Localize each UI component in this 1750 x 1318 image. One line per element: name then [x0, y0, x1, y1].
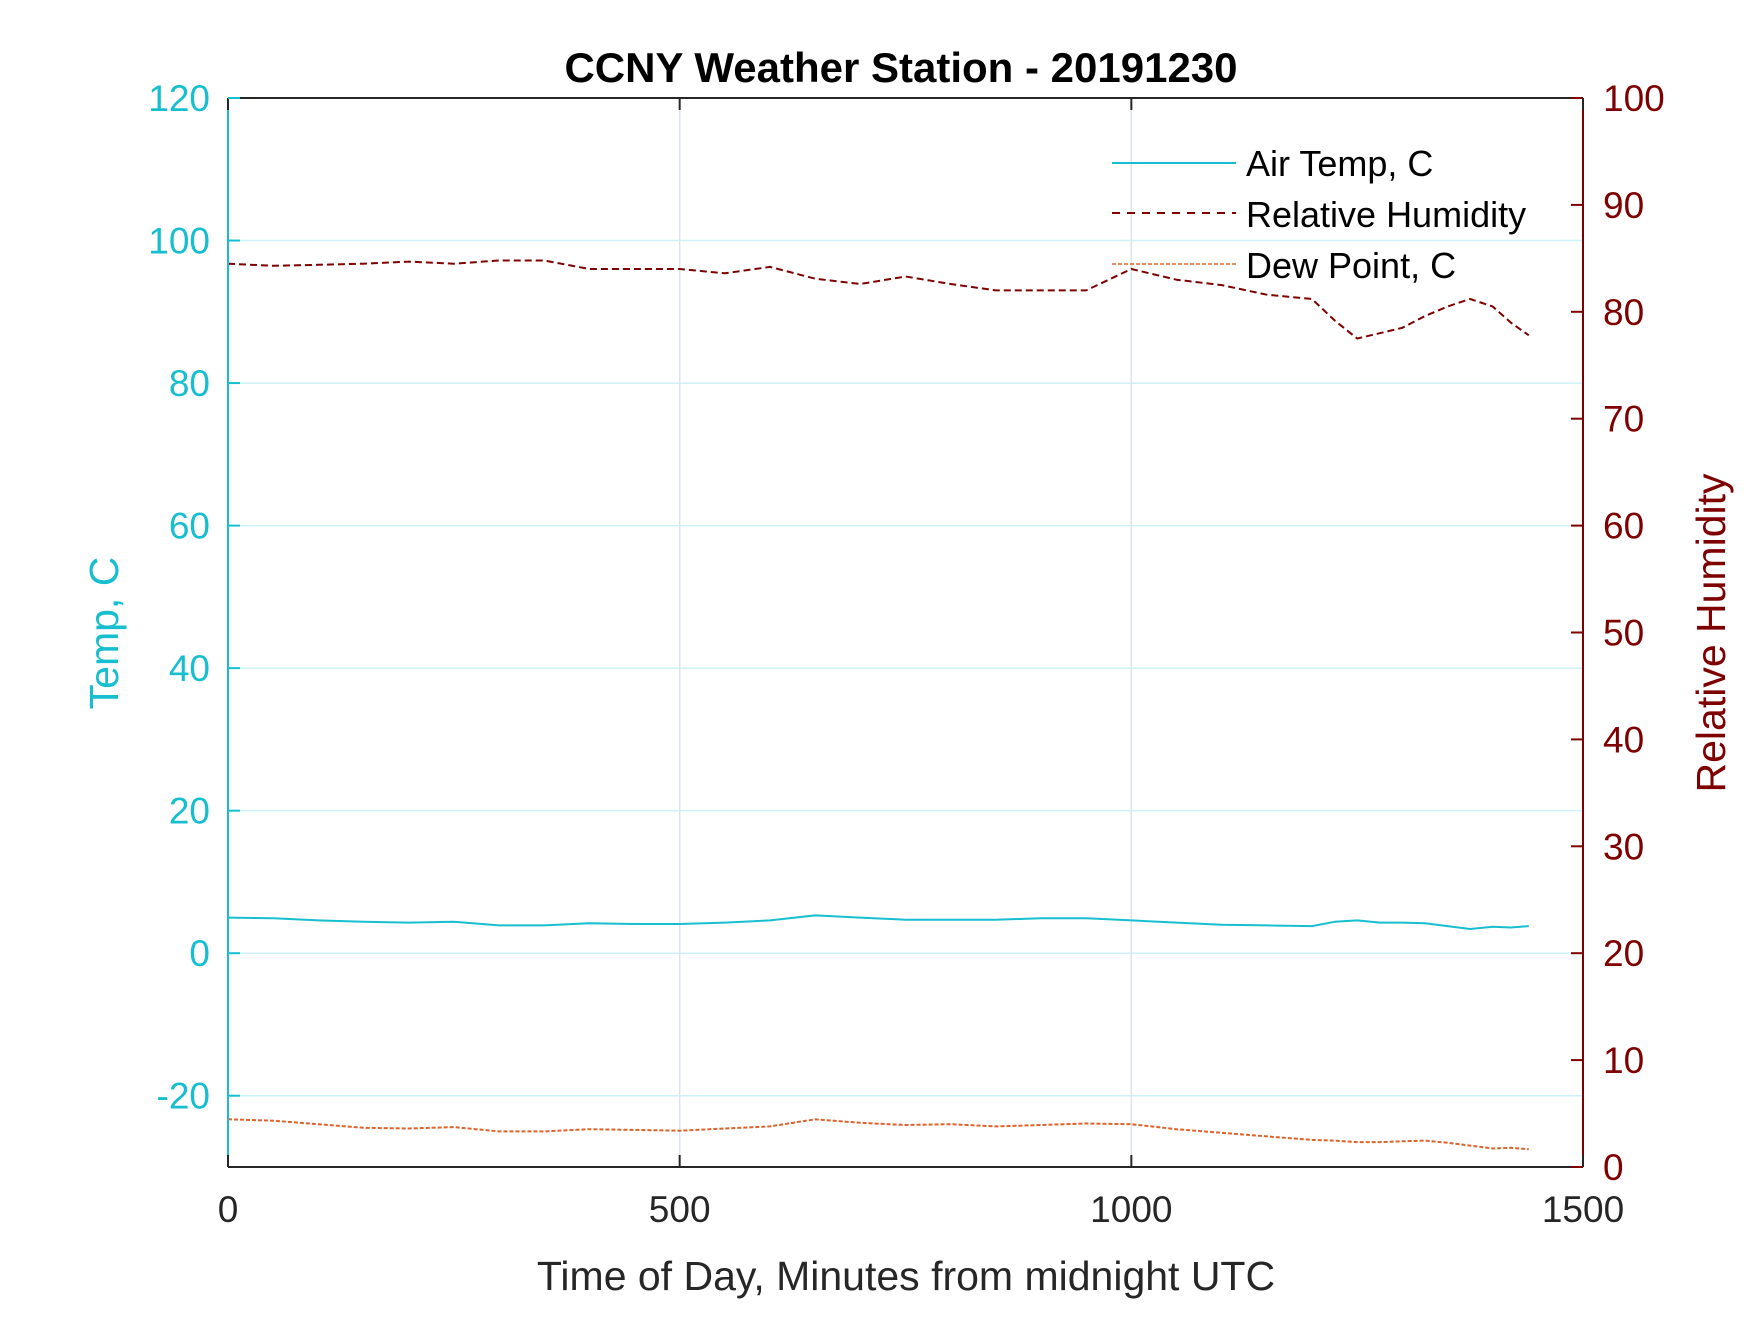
y-tick-label-right: 100 — [1603, 78, 1665, 119]
y-tick-label-right: 90 — [1603, 185, 1644, 226]
series-line-relative-humidity — [227, 259, 1530, 340]
y-tick-label-right: 60 — [1603, 506, 1644, 547]
y-tick-label-right: 10 — [1603, 1040, 1644, 1081]
x-tick-label: 0 — [218, 1189, 239, 1230]
legend-label-dew-point: Dew Point, C — [1246, 245, 1456, 286]
y-tick-label-right: 40 — [1603, 719, 1644, 760]
x-tick-label: 500 — [649, 1189, 711, 1230]
legend-label-relative-humidity: Relative Humidity — [1246, 194, 1526, 235]
y-axis-label-right: Relative Humidity — [1688, 473, 1734, 792]
y-tick-label-right: 0 — [1603, 1147, 1624, 1188]
ticks-layer: 0 500 1000 1500 -20 0 20 40 60 80 100 120 0 10 20 30 40 5… — [148, 78, 1664, 1230]
x-tick-label: 1000 — [1090, 1189, 1172, 1230]
legend: Air Temp, C Relative Humidity Dew Point,… — [1112, 143, 1526, 286]
chart-title: CCNY Weather Station - 20191230 — [564, 44, 1237, 91]
y-tick-label-left: 80 — [169, 363, 210, 404]
y-tick-label-right: 50 — [1603, 613, 1644, 654]
y-tick-label-left: 20 — [169, 791, 210, 832]
y-tick-label-right: 70 — [1603, 399, 1644, 440]
y-tick-label-left: 0 — [189, 933, 210, 974]
y-axis-label-left: Temp, C — [81, 557, 127, 710]
y-tick-label-left: 100 — [148, 221, 210, 262]
y-tick-label-right: 20 — [1603, 933, 1644, 974]
series-layer — [227, 259, 1530, 1151]
series-line-dew-point — [227, 1118, 1529, 1151]
y-tick-label-left: 120 — [148, 78, 210, 119]
x-tick-label: 1500 — [1542, 1189, 1624, 1230]
x-axis-label: Time of Day, Minutes from midnight UTC — [537, 1253, 1275, 1299]
y-tick-label-left: 60 — [169, 506, 210, 547]
y-tick-label-left: 40 — [169, 648, 210, 689]
y-tick-label-right: 80 — [1603, 292, 1644, 333]
y-tick-label-right: 30 — [1603, 826, 1644, 867]
series-line-air-temp — [227, 914, 1529, 930]
y-tick-label-left: -20 — [157, 1076, 210, 1117]
legend-label-air-temp: Air Temp, C — [1246, 143, 1433, 184]
